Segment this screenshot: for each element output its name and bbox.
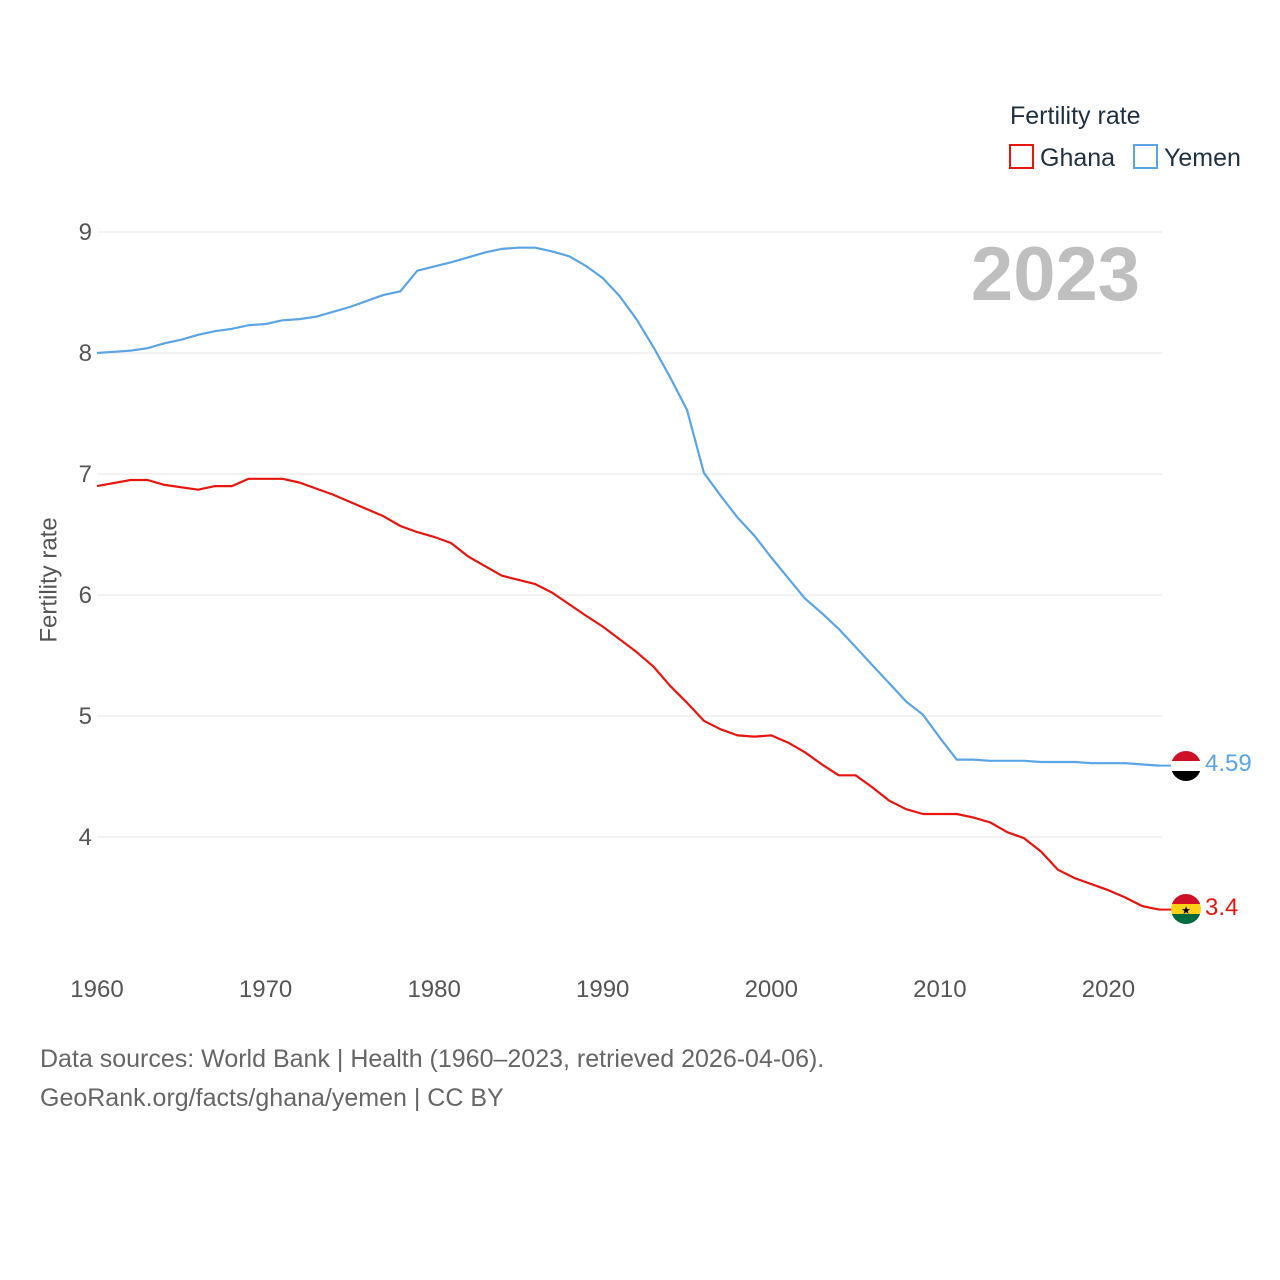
footer-attribution: GeoRank.org/facts/ghana/yemen | CC BY bbox=[40, 1084, 504, 1112]
year-label: 2023 bbox=[971, 232, 1140, 317]
series-line-yemen bbox=[96, 246, 1160, 767]
x-tick-label: 1970 bbox=[239, 976, 292, 1003]
legend-label-yemen: Yemen bbox=[1164, 144, 1241, 172]
legend-label-ghana: Ghana bbox=[1040, 144, 1115, 172]
x-tick-label: 1980 bbox=[407, 976, 460, 1003]
y-axis-ticks: 4 5 6 7 8 9 bbox=[79, 219, 92, 851]
y-tick-label: 4 bbox=[79, 824, 92, 851]
x-tick-label: 2020 bbox=[1082, 976, 1135, 1003]
x-tick-label: 1960 bbox=[70, 976, 123, 1003]
legend: Fertility rate Ghana Yemen bbox=[1009, 102, 1241, 172]
y-tick-label: 7 bbox=[79, 461, 92, 488]
y-tick-label: 5 bbox=[79, 703, 92, 730]
footer-sources: Data sources: World Bank | Health (1960–… bbox=[40, 1045, 825, 1073]
x-axis-ticks: 1960 1970 1980 1990 2000 2010 2020 bbox=[70, 976, 1135, 1003]
x-tick-label: 1990 bbox=[576, 976, 629, 1003]
y-tick-label: 8 bbox=[79, 340, 92, 367]
y-axis-label: Fertility rate bbox=[35, 517, 62, 642]
ghana-flag: ★ bbox=[1171, 894, 1201, 924]
legend-swatch-yemen bbox=[1133, 144, 1158, 169]
series-lines bbox=[96, 246, 1172, 911]
y-tick-label: 9 bbox=[79, 219, 92, 246]
end-label-yemen: 4.59 bbox=[1205, 750, 1252, 777]
x-tick-label: 2000 bbox=[745, 976, 798, 1003]
series-line-ghana bbox=[96, 477, 1160, 911]
x-tick-label: 2010 bbox=[913, 976, 966, 1003]
gridlines bbox=[97, 231, 1162, 838]
yemen-flag bbox=[1171, 751, 1201, 781]
end-label-ghana: 3.4 bbox=[1205, 894, 1238, 921]
svg-text:★: ★ bbox=[1181, 904, 1191, 917]
y-tick-label: 6 bbox=[79, 582, 92, 609]
legend-title: Fertility rate bbox=[1010, 102, 1141, 130]
legend-swatch-ghana bbox=[1009, 144, 1034, 169]
